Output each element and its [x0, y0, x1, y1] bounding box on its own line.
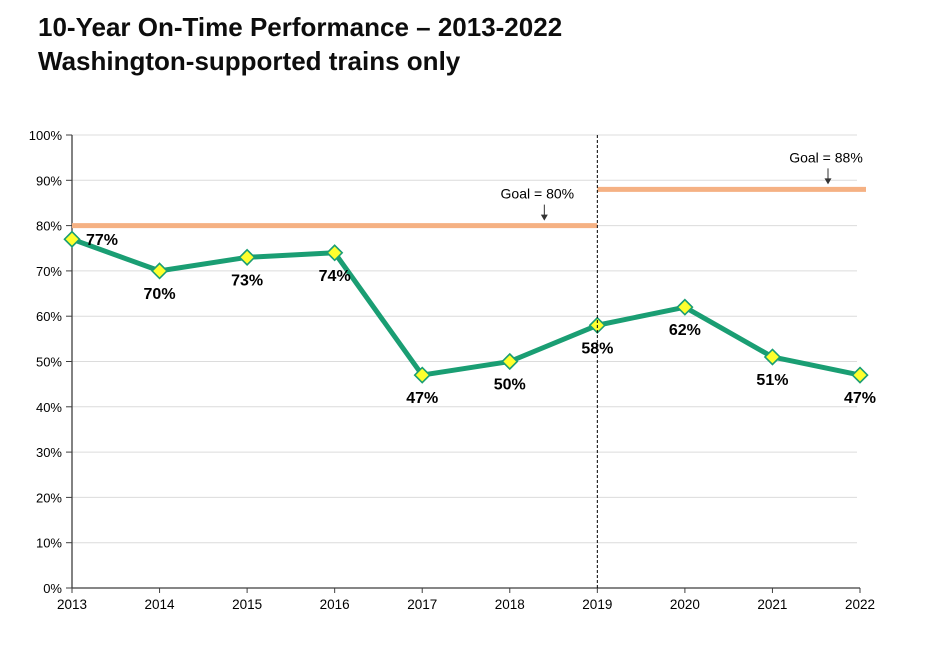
data-point-label: 74% — [319, 268, 351, 285]
data-point-label: 51% — [756, 372, 788, 389]
data-point-marker — [501, 352, 519, 371]
x-tick-label: 2015 — [232, 597, 262, 612]
x-tick-label: 2018 — [495, 597, 525, 612]
data-point-marker — [413, 366, 431, 384]
x-tick-label: 2013 — [57, 597, 87, 612]
data-point-label: 50% — [494, 377, 526, 394]
x-tick-label: 2016 — [320, 597, 350, 612]
x-tick-label: 2019 — [582, 597, 612, 612]
goal-annotation-label: Goal = 80% — [501, 186, 575, 202]
data-point-label: 73% — [231, 272, 263, 289]
y-tick-label: 10% — [36, 536, 62, 551]
data-point-marker — [63, 230, 81, 248]
goal-annotation-label: Goal = 88% — [789, 149, 863, 165]
x-tick-label: 2022 — [845, 597, 875, 612]
data-point-marker — [326, 244, 344, 262]
x-tick-label: 2020 — [670, 597, 700, 612]
x-tick-label: 2021 — [757, 597, 787, 612]
data-point-marker — [238, 248, 256, 266]
data-point-label: 58% — [581, 340, 613, 357]
y-tick-label: 70% — [36, 264, 62, 279]
x-tick-label: 2014 — [145, 597, 176, 612]
y-tick-label: 60% — [36, 309, 62, 324]
performance-line — [69, 236, 863, 378]
data-point-marker — [763, 348, 782, 366]
y-tick-label: 100% — [29, 128, 63, 143]
data-point-marker — [150, 262, 169, 280]
x-tick-label: 2017 — [407, 597, 437, 612]
y-tick-label: 30% — [36, 445, 62, 460]
y-tick-label: 20% — [36, 490, 62, 505]
y-tick-label: 50% — [36, 355, 62, 370]
data-point-label: 70% — [144, 286, 176, 303]
y-tick-label: 80% — [36, 219, 62, 234]
chart-title-line1: 10-Year On-Time Performance – 2013-2022 — [38, 12, 563, 42]
down-arrow-head-icon — [824, 178, 832, 185]
y-tick-label: 90% — [36, 173, 62, 188]
data-point-label: 62% — [669, 322, 701, 339]
chart-canvas: 0% 10% 20% 30% 40% 50% 60% 70% 80% 90% 100% 2013 201… — [29, 128, 876, 612]
chart-title-line2: Washington-supported trains only — [38, 46, 461, 76]
down-arrow-head-icon — [540, 214, 548, 221]
data-point-marker — [851, 366, 869, 384]
data-point-label: 47% — [844, 390, 876, 407]
data-point-marker — [676, 298, 694, 316]
y-tick-label: 0% — [43, 581, 62, 596]
y-tick-label: 40% — [36, 400, 62, 415]
data-point-label: 77% — [86, 232, 118, 249]
data-point-label: 47% — [406, 390, 438, 407]
line-chart: 0% 10% 20% 30% 40% 50% 60% 70% 80% 90% 100% 2013 201… — [0, 110, 937, 642]
chart-title: 10-Year On-Time Performance – 2013-2022 … — [38, 10, 898, 78]
